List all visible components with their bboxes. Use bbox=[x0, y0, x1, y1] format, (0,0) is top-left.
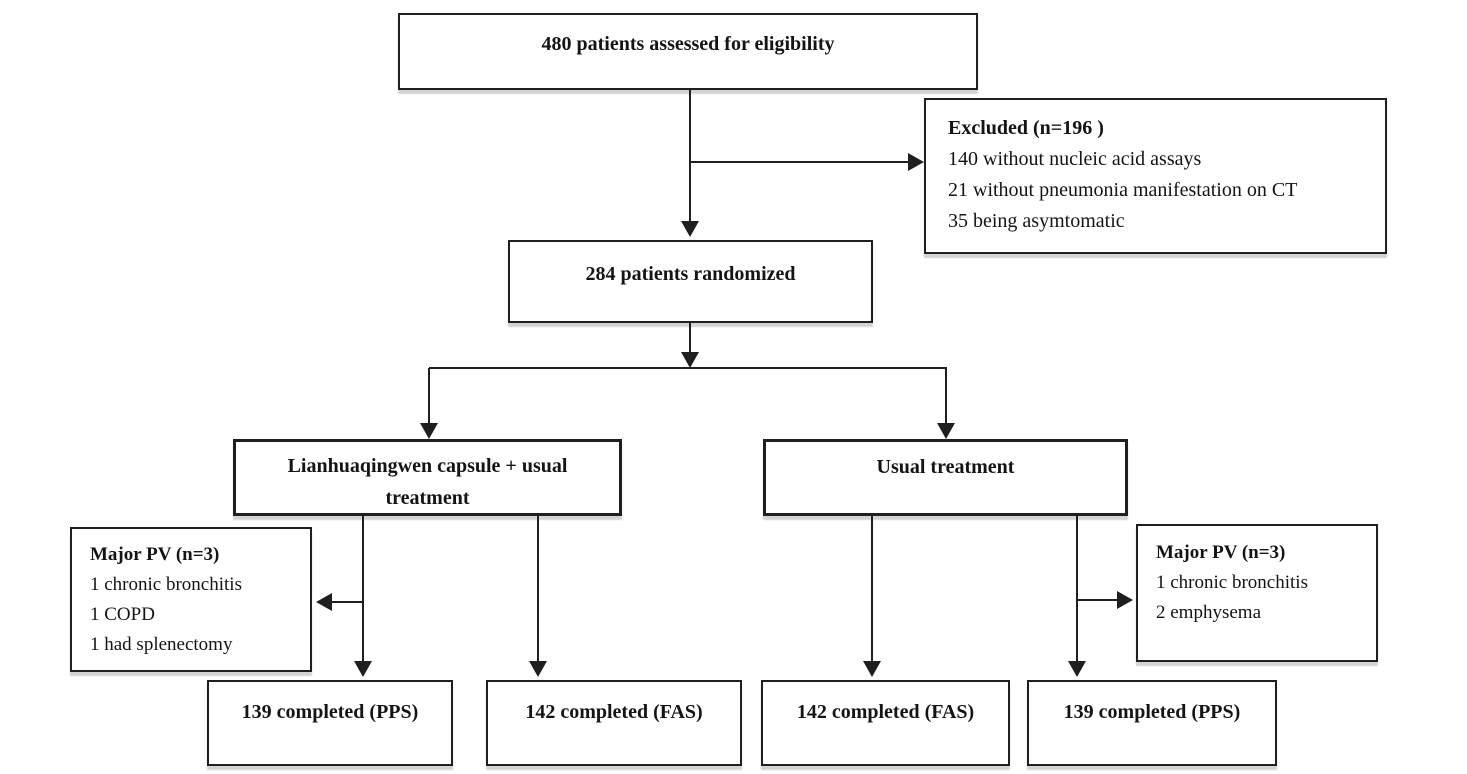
completed-pps-right-label: 139 completed (PPS) bbox=[1063, 701, 1241, 723]
connector-randomized-to-branch bbox=[689, 323, 691, 353]
excluded-box: Excluded (n=196 ) 140 without nucleic ac… bbox=[924, 98, 1387, 254]
branch-horizontal-line bbox=[429, 367, 947, 369]
connector-eligibility-to-randomized bbox=[689, 90, 691, 222]
arrowhead-down-pps-left-icon bbox=[354, 661, 372, 677]
randomized-box: 284 patients randomized bbox=[508, 240, 873, 323]
arrowhead-down-branch-icon bbox=[681, 352, 699, 368]
major-pv-left-item: 1 COPD bbox=[90, 604, 155, 625]
arm-lianhuaqingwen-box: Lianhuaqingwen capsule + usual treatment bbox=[233, 439, 622, 516]
arrowhead-right-excluded-icon bbox=[908, 153, 924, 171]
connector-arm-usual-to-fas bbox=[871, 516, 873, 662]
completed-pps-right-box: 139 completed (PPS) bbox=[1027, 680, 1277, 766]
arrowhead-right-major-pv-icon bbox=[1117, 591, 1133, 609]
arm-lianhuaqingwen-label: Lianhuaqingwen capsule + usual treatment bbox=[287, 455, 568, 509]
connector-branch-to-arm-lianhuaqingwen bbox=[428, 368, 430, 424]
major-pv-right-box: Major PV (n=3) 1 chronic bronchitis 2 em… bbox=[1136, 524, 1378, 662]
arrowhead-down-randomized-icon bbox=[681, 221, 699, 237]
arrowhead-left-major-pv-icon bbox=[316, 593, 332, 611]
arm-usual-treatment-box: Usual treatment bbox=[763, 439, 1128, 516]
arm-usual-treatment-label: Usual treatment bbox=[876, 456, 1015, 478]
arrowhead-down-fas-left-icon bbox=[529, 661, 547, 677]
eligibility-box: 480 patients assessed for eligibility bbox=[398, 13, 978, 90]
excluded-title: Excluded (n=196 ) bbox=[948, 117, 1104, 139]
connector-to-major-pv-left bbox=[332, 601, 363, 603]
completed-fas-right-label: 142 completed (FAS) bbox=[796, 701, 975, 723]
arrowhead-down-arm-lianhuaqingwen-icon bbox=[420, 423, 438, 439]
completed-fas-left-label: 142 completed (FAS) bbox=[525, 701, 703, 723]
major-pv-left-item: 1 had splenectomy bbox=[90, 634, 233, 655]
major-pv-right-title: Major PV (n=3) bbox=[1156, 542, 1286, 563]
completed-fas-right-box: 142 completed (FAS) bbox=[761, 680, 1010, 766]
excluded-item: 35 being asymtomatic bbox=[948, 210, 1125, 232]
completed-fas-left-box: 142 completed (FAS) bbox=[486, 680, 742, 766]
major-pv-right-item: 1 chronic bronchitis bbox=[1156, 572, 1308, 593]
major-pv-left-title: Major PV (n=3) bbox=[90, 544, 220, 565]
connector-arm-usual-to-pps bbox=[1076, 516, 1078, 662]
randomized-label: 284 patients randomized bbox=[585, 263, 796, 285]
connector-to-excluded bbox=[690, 161, 909, 163]
major-pv-left-box: Major PV (n=3) 1 chronic bronchitis 1 CO… bbox=[70, 527, 312, 672]
connector-arm-lianhuaqingwen-to-pps bbox=[362, 516, 364, 662]
connector-branch-to-arm-usual bbox=[945, 368, 947, 424]
excluded-item: 140 without nucleic acid assays bbox=[948, 148, 1202, 170]
connector-arm-lianhuaqingwen-to-fas bbox=[537, 516, 539, 662]
arrowhead-down-fas-right-icon bbox=[863, 661, 881, 677]
connector-to-major-pv-right bbox=[1077, 599, 1117, 601]
completed-pps-left-box: 139 completed (PPS) bbox=[207, 680, 453, 766]
completed-pps-left-label: 139 completed (PPS) bbox=[241, 701, 419, 723]
eligibility-label: 480 patients assessed for eligibility bbox=[541, 33, 835, 55]
excluded-item: 21 without pneumonia manifestation on CT bbox=[948, 179, 1298, 201]
major-pv-left-item: 1 chronic bronchitis bbox=[90, 574, 242, 595]
arrowhead-down-arm-usual-icon bbox=[937, 423, 955, 439]
major-pv-right-item: 2 emphysema bbox=[1156, 602, 1262, 623]
arrowhead-down-pps-right-icon bbox=[1068, 661, 1086, 677]
